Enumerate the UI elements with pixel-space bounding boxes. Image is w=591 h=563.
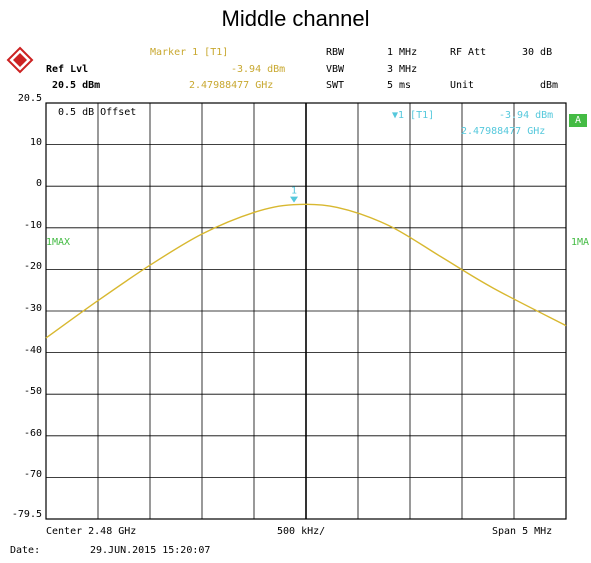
marker-triangle xyxy=(290,196,299,203)
y-tick-label: -20 xyxy=(23,261,42,273)
y-tick-label: -79.5 xyxy=(11,509,42,520)
per-division: 500 kHz/ xyxy=(277,526,326,537)
rbw-value: 1 MHz xyxy=(387,47,418,58)
grid-lines xyxy=(45,102,567,520)
offset-text: 0.5 dB Offset xyxy=(58,107,137,118)
marker-box-frequency: 2.47988477 GHz xyxy=(461,126,546,137)
trace-line xyxy=(45,203,567,339)
center-frequency: Center 2.48 GHz xyxy=(46,526,137,537)
unit-value: dBm xyxy=(540,80,559,91)
marker-group: 1 xyxy=(290,186,299,203)
rbw-label: RBW xyxy=(326,47,345,58)
rf-att-value: 30 dB xyxy=(522,47,553,58)
span: Span 5 MHz xyxy=(492,526,553,537)
date-label: Date: xyxy=(10,545,41,556)
marker-level: -3.94 dBm xyxy=(231,64,286,75)
y-tick-label: -50 xyxy=(23,386,42,398)
trace-label-right: 1MA xyxy=(571,237,590,248)
rf-att-label: RF Att xyxy=(450,47,487,58)
date-value: 29.JUN.2015 15:20:07 xyxy=(90,545,211,556)
swt-label: SWT xyxy=(326,80,345,91)
unit-label: Unit xyxy=(450,80,475,91)
ref-lvl-value: 20.5 dBm xyxy=(52,80,101,91)
y-tick-label: -70 xyxy=(23,469,42,481)
marker-frequency: 2.47988477 GHz xyxy=(189,80,274,91)
chart-title: Middle channel xyxy=(221,6,370,31)
y-tick-label: -60 xyxy=(23,427,42,439)
vbw-label: VBW xyxy=(326,64,345,75)
marker-label: Marker 1 [T1] xyxy=(150,47,229,58)
a-badge: A xyxy=(569,114,587,127)
trace-label-left: 1MAX xyxy=(46,237,71,248)
y-tick-label: 20.5 xyxy=(17,93,42,104)
y-tick-label: -30 xyxy=(23,303,42,315)
y-tick-label: 10 xyxy=(29,136,42,148)
ref-lvl-label: Ref Lvl xyxy=(46,64,89,75)
vbw-value: 3 MHz xyxy=(387,64,418,75)
y-tick-label: 0 xyxy=(35,178,42,190)
marker-number-label: 1 xyxy=(291,186,297,197)
swt-value: 5 ms xyxy=(387,80,412,91)
y-tick-label: -10 xyxy=(23,219,42,231)
rohde-schwarz-logo-icon xyxy=(6,46,34,74)
y-tick-label: -40 xyxy=(23,344,42,356)
trace-group xyxy=(45,203,567,339)
marker-box-label: ▼1 [T1] xyxy=(392,110,435,121)
marker-box-level: -3.94 dBm xyxy=(499,110,554,121)
